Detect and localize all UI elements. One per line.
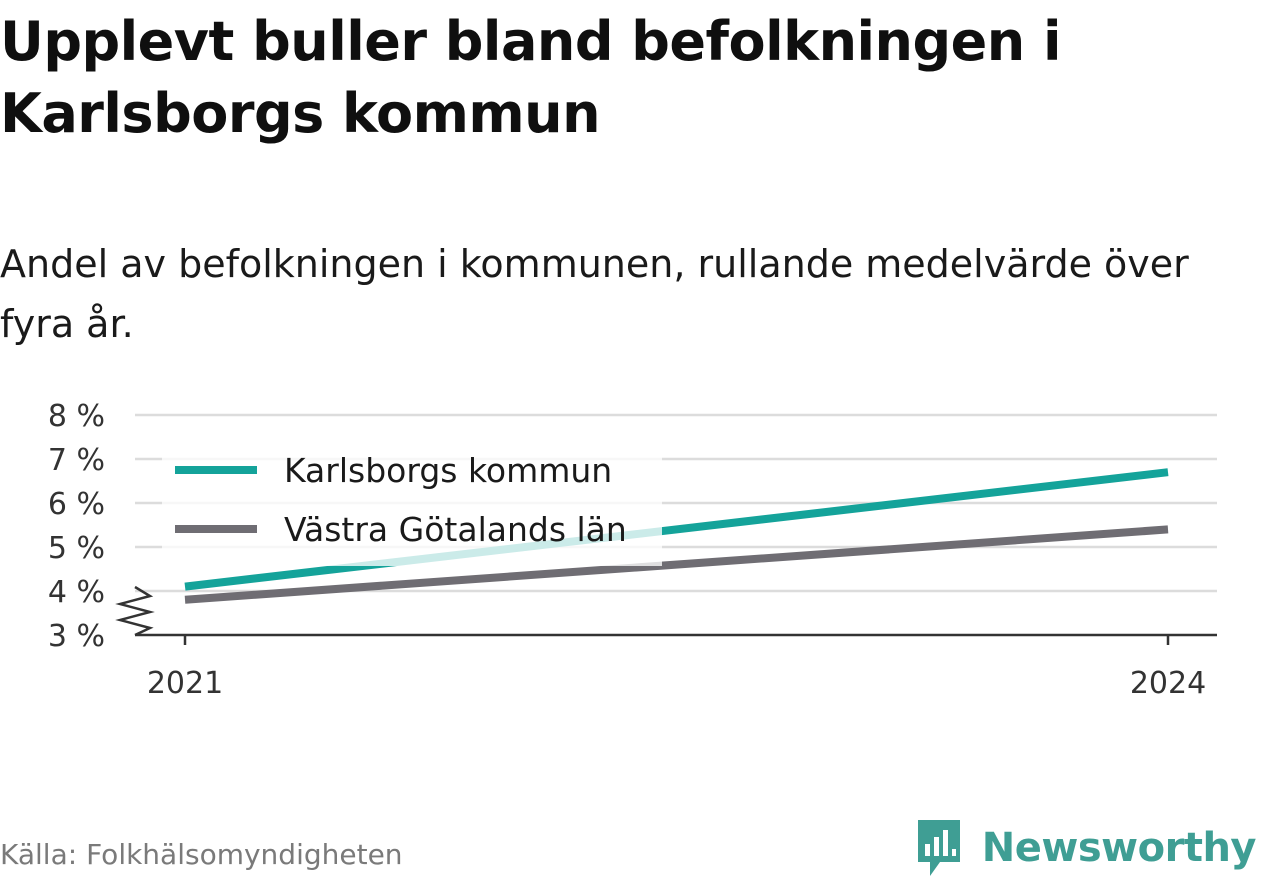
- legend-label: Västra Götalands län: [284, 510, 627, 549]
- y-tick-label: 8 %: [48, 399, 105, 434]
- axis-break-mark: [115, 585, 155, 637]
- chart-title: Upplevt buller bland befolkningen i Karl…: [0, 10, 1062, 145]
- x-tick-label: 2021: [147, 666, 223, 701]
- x-axis: 2021 2024: [115, 585, 1217, 701]
- y-axis-ticks: 3 % 4 % 5 % 6 % 7 % 8 %: [48, 399, 105, 654]
- y-tick-label: 4 %: [48, 575, 105, 610]
- y-tick-label: 6 %: [48, 487, 105, 522]
- logo-text: Newsworthy: [981, 825, 1257, 871]
- legend-label: Karlsborgs kommun: [284, 451, 612, 490]
- x-tick-label: 2024: [1130, 666, 1206, 701]
- series-lines: [184, 468, 1169, 604]
- y-tick-label: 5 %: [48, 531, 105, 566]
- series-line-v-stra-g-talands-l-n: [184, 525, 1169, 604]
- bar-chart-icon: [917, 820, 960, 876]
- y-tick-label: 3 %: [48, 619, 105, 654]
- source-note: Källa: Folkhälsomyndigheten: [0, 838, 403, 871]
- chart-subtitle: Andel av befolkningen i kommunen, rullan…: [0, 242, 1189, 346]
- line-chart: 3 % 4 % 5 % 6 % 7 % 8 % 2021 2024 Karlsborgs k…: [48, 399, 1217, 701]
- series-line-karlsborgs-kommun: [184, 468, 1169, 591]
- y-tick-label: 7 %: [48, 443, 105, 478]
- newsworthy-logo: Newsworthy: [914, 818, 1257, 878]
- legend: Karlsborgs kommun Västra Götalands län: [162, 448, 662, 566]
